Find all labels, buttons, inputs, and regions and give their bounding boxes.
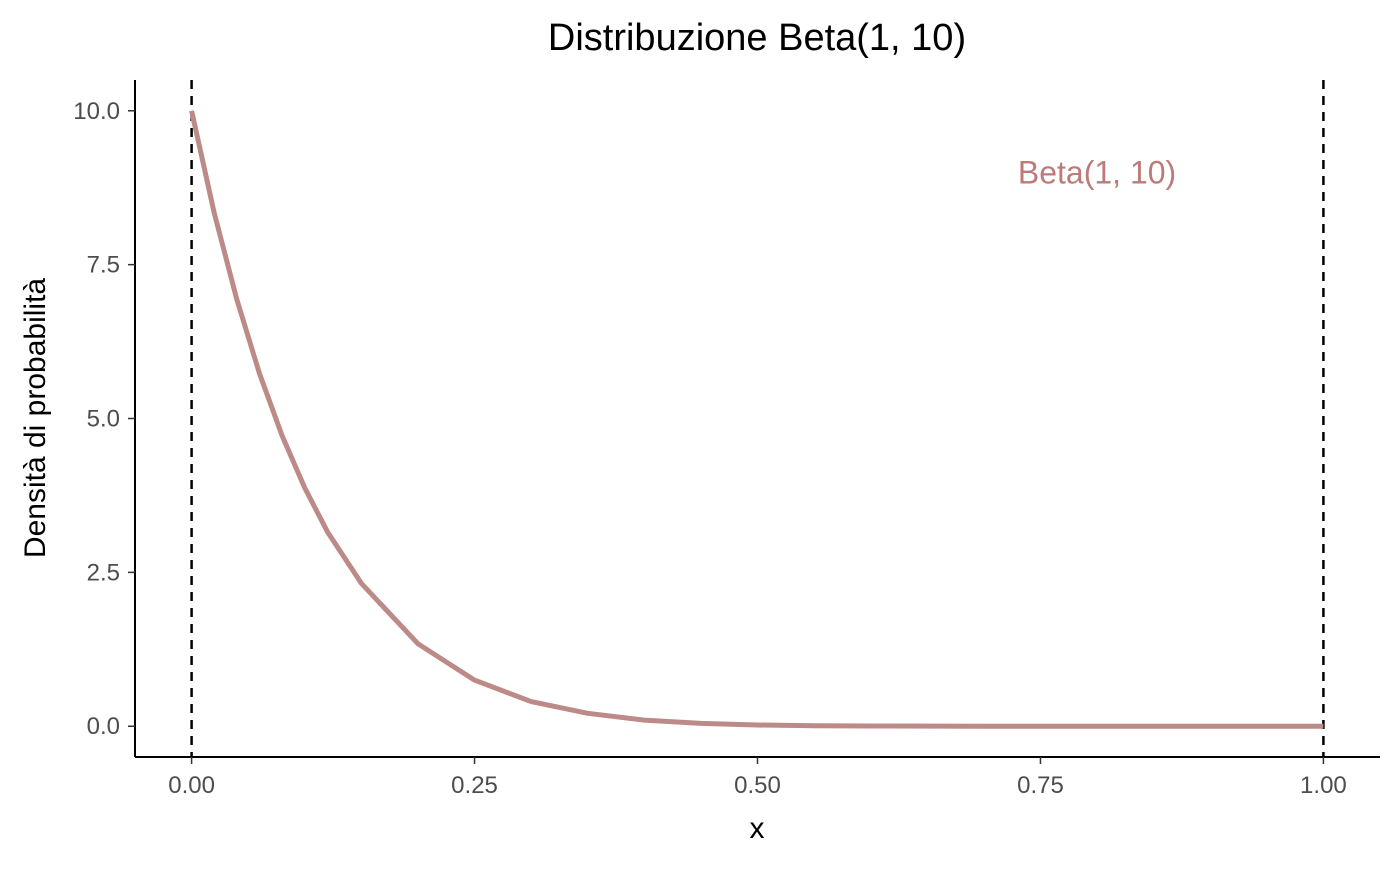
- y-axis-title: Densità di probabilità: [19, 278, 52, 558]
- x-axis-title: x: [750, 812, 765, 845]
- density-curve: [189, 110, 1324, 729]
- x-tick-label: 0.50: [734, 772, 781, 799]
- x-tick-label: 1.00: [1300, 772, 1347, 799]
- y-tick-label: 7.5: [87, 252, 120, 279]
- x-tick-label: 0.00: [168, 772, 215, 799]
- y-tick-label: 5.0: [87, 406, 120, 433]
- x-tick-label: 0.25: [451, 772, 498, 799]
- x-tick-label: 0.75: [1017, 772, 1064, 799]
- series-annotation: Beta(1, 10): [1018, 154, 1176, 190]
- y-tick-label: 10.0: [73, 98, 120, 125]
- y-tick-label: 2.5: [87, 559, 120, 586]
- chart-title: Distribuzione Beta(1, 10): [548, 17, 966, 59]
- plot-area: 0.00 0.25 0.50 0.75 1.00 0.0 2.5 5.0 7.5 10.0 Beta…: [73, 80, 1380, 799]
- y-tick-label: 0.0: [87, 713, 120, 740]
